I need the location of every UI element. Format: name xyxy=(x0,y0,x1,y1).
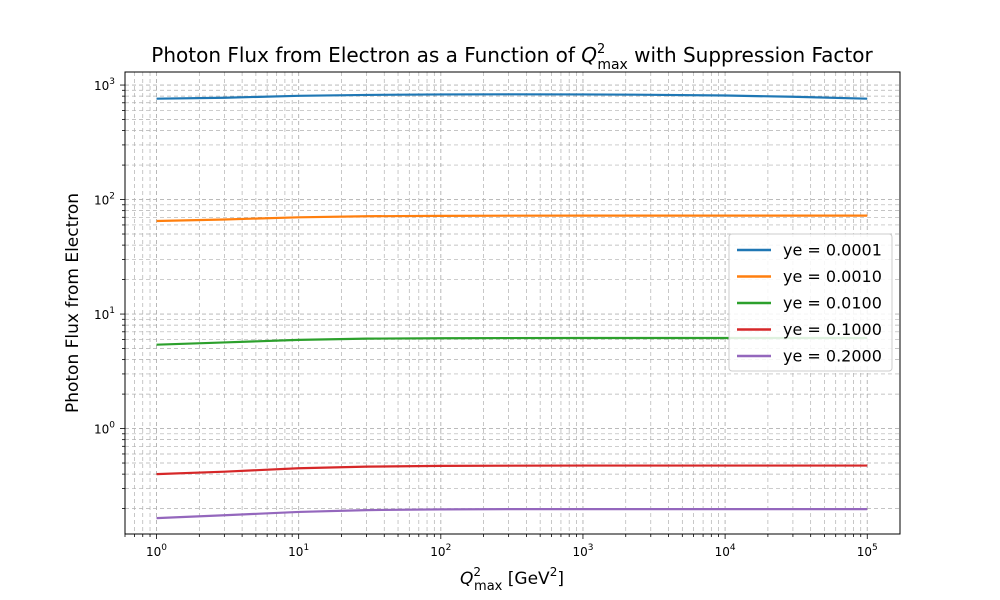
y-tick-label: 101 xyxy=(94,306,115,322)
y-tick-label: 102 xyxy=(94,192,115,208)
x-ticks: 100 101 102 103 104 105 xyxy=(124,534,878,559)
legend-entry-label: ye = 0.0001 xyxy=(783,241,882,260)
x-tick-label: 100 xyxy=(146,543,167,559)
series-line-5 xyxy=(156,508,868,520)
y-tick-label: 100 xyxy=(94,421,115,437)
series-line-4 xyxy=(156,464,868,476)
grid-lines xyxy=(124,72,900,534)
x-tick-label: 105 xyxy=(857,543,878,559)
series-line-2 xyxy=(156,214,868,223)
plot-frame xyxy=(124,71,901,535)
y-ticks: 100 101 102 103 xyxy=(94,77,125,509)
chart-title: Photon Flux from Electron as a Function … xyxy=(151,42,873,73)
legend-entry-label: ye = 0.0010 xyxy=(783,267,882,286)
y-axis-label: Photon Flux from Electron xyxy=(63,193,83,413)
legend-entry-label: ye = 0.1000 xyxy=(783,320,882,339)
x-tick-label: 103 xyxy=(572,543,593,559)
x-axis-label: Q2 max [GeV2] xyxy=(460,565,564,594)
legend-box xyxy=(728,233,893,372)
legend-entry-label: ye = 0.2000 xyxy=(783,347,882,366)
x-tick-label: 104 xyxy=(715,543,736,559)
x-tick-label: 101 xyxy=(288,543,309,559)
legend: ye = 0.0001 ye = 0.0010 ye = 0.0100 ye = 0.… xyxy=(728,233,893,372)
y-tick-label: 103 xyxy=(94,77,115,93)
series-line-1 xyxy=(156,93,868,100)
legend-entry-label: ye = 0.0100 xyxy=(783,294,882,313)
x-tick-label: 102 xyxy=(430,543,451,559)
